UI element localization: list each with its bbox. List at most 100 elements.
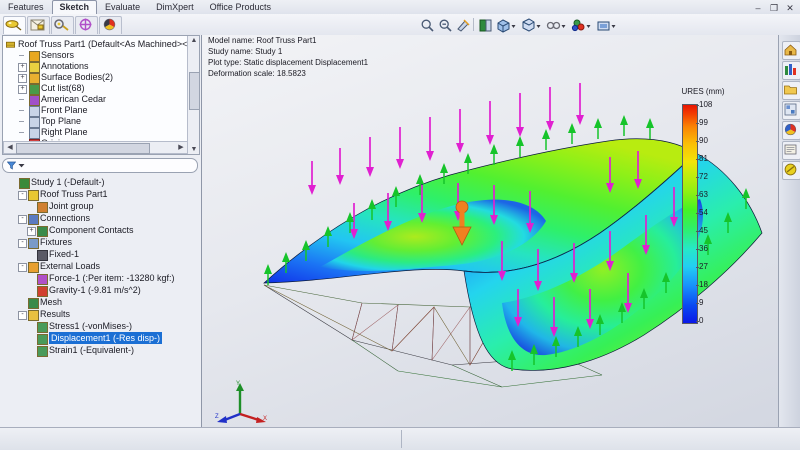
study-tree-item[interactable]: - Roof Truss Part1 <box>5 188 196 201</box>
task-pane <box>778 35 800 427</box>
study-tree-item-selected[interactable]: Displacement1 (-Res disp-) <box>5 332 196 345</box>
edit-appearance-icon[interactable] <box>545 17 562 34</box>
force-arrows[interactable] <box>308 83 678 337</box>
ribbon-tab-bar: Features Sketch Evaluate DimXpert Office… <box>0 0 800 15</box>
study-icon <box>19 177 30 189</box>
display-style-icon[interactable] <box>495 17 512 34</box>
expand-toggle[interactable]: + <box>18 74 27 83</box>
study-tree-item-label: Study 1 (-Default-) <box>31 177 105 187</box>
edit-appearance-dropdown[interactable] <box>559 17 568 34</box>
feature-manager-tree[interactable]: Roof Truss Part1 (Default<As Machined><<… <box>2 35 200 155</box>
feature-tree-item[interactable]: + Cut list(68) <box>6 83 186 95</box>
custom-props-icon <box>784 144 797 155</box>
ribbon-tab-evaluate[interactable]: Evaluate <box>105 2 141 12</box>
zoom-to-fit-icon[interactable] <box>419 17 436 34</box>
hide-show-dropdown[interactable] <box>534 17 543 34</box>
triad-x-axis: X <box>239 412 267 423</box>
contacts-icon <box>37 225 48 237</box>
study-tree-item[interactable]: - Fixtures <box>5 236 196 249</box>
apply-scene-icon <box>571 19 585 32</box>
apply-scene-icon[interactable] <box>570 17 587 34</box>
apply-scene-dropdown[interactable] <box>584 17 593 34</box>
scroll-left-arrow[interactable]: ◀ <box>7 144 13 151</box>
study-tree-item[interactable]: + Component Contacts <box>5 224 196 237</box>
custom-properties-icon[interactable] <box>782 141 800 160</box>
study-tree-item[interactable]: - External Loads <box>5 260 196 273</box>
ribbon-tab-office-products[interactable]: Office Products <box>209 2 271 12</box>
feature-tree-item[interactable]: Sensors <box>6 50 186 62</box>
study-tree-filter[interactable] <box>2 158 198 173</box>
feature-tree-vscroll-thumb[interactable] <box>189 72 199 110</box>
study-tree-item[interactable]: Study 1 (-Default-) <box>5 176 196 189</box>
expand-toggle[interactable]: + <box>18 63 27 72</box>
dimxpert-manager-tab[interactable] <box>75 16 98 34</box>
ribbon-tab-sketch[interactable]: Sketch <box>51 0 98 14</box>
expand-toggle[interactable]: - <box>18 238 27 248</box>
expand-toggle[interactable]: + <box>27 226 36 236</box>
tree-connector <box>19 55 24 56</box>
study-tree-item[interactable]: Stress1 (-vonMises-) <box>5 320 196 333</box>
feature-tree-icon <box>5 20 22 31</box>
scroll-right-arrow[interactable]: ▶ <box>178 144 184 151</box>
appearances-scenes-icon[interactable] <box>782 121 800 140</box>
property-manager-icon <box>30 19 45 31</box>
chevron-down-icon[interactable] <box>18 163 25 168</box>
study-tree-item[interactable]: Mesh <box>5 296 196 309</box>
restore-button[interactable]: ❐ <box>769 3 779 13</box>
chevron-down-icon <box>536 25 541 28</box>
feature-tree-hscrollbar[interactable]: ◀ ▶ <box>3 141 188 154</box>
configuration-manager-tab[interactable] <box>51 16 74 34</box>
file-explorer-icon[interactable] <box>782 81 800 100</box>
feature-tree-hscroll-thumb[interactable] <box>16 143 150 154</box>
feature-tree-vscrollbar[interactable]: ▲ ▼ <box>187 36 199 154</box>
graphics-viewport[interactable]: Model name: Roof Truss Part1 Study name:… <box>202 35 778 427</box>
simulation-display-icon[interactable] <box>782 161 800 180</box>
display-style-dropdown[interactable] <box>509 17 518 34</box>
feature-tree-item[interactable]: Right Plane <box>6 127 186 139</box>
feature-tree-item[interactable]: Front Plane <box>6 105 186 117</box>
expand-toggle[interactable]: - <box>18 310 27 320</box>
feature-tree-item[interactable]: + Surface Bodies(2) <box>6 72 186 84</box>
hide-show-items-icon[interactable] <box>520 17 537 34</box>
feature-tree-root[interactable]: Roof Truss Part1 (Default<As Machined><<… <box>6 39 199 50</box>
legend-tick-mark <box>696 285 699 286</box>
ribbon-tab-dimxpert[interactable]: DimXpert <box>156 2 194 12</box>
study-tree-item[interactable]: Strain1 (-Equivalent-) <box>5 344 196 357</box>
scroll-up-arrow[interactable]: ▲ <box>190 37 198 44</box>
design-library-icon[interactable] <box>782 61 800 80</box>
legend-tick-label: 45 <box>699 226 708 235</box>
feature-tree-item[interactable]: + Annotations <box>6 61 186 73</box>
close-button[interactable]: ✕ <box>786 3 794 13</box>
tree-connector <box>19 121 24 122</box>
view-settings-icon[interactable] <box>595 17 612 34</box>
ribbon-tab-features[interactable]: Features <box>8 2 44 12</box>
zoom-to-area-icon[interactable] <box>437 17 454 34</box>
chevron-down-icon <box>511 25 516 28</box>
scroll-down-arrow[interactable]: ▼ <box>190 146 198 153</box>
simulation-study-tree[interactable]: Study 1 (-Default-) - Roof Truss Part1 Join… <box>2 174 198 424</box>
display-manager-tab[interactable] <box>99 16 122 34</box>
expand-toggle[interactable]: + <box>18 85 27 94</box>
feature-tree-item[interactable]: American Cedar <box>6 94 186 106</box>
gravity-arrow[interactable] <box>452 200 472 246</box>
study-tree-item[interactable]: Fixed-1 <box>5 248 196 261</box>
view-settings-dropdown[interactable] <box>609 17 618 34</box>
study-tree-item[interactable]: Joint group <box>5 200 196 213</box>
study-tree-item[interactable]: - Results <box>5 308 196 321</box>
study-tree-item[interactable]: Force-1 (:Per item: -13280 kgf:) <box>5 272 196 285</box>
study-tree-item[interactable]: Gravity-1 (-9.81 m/s^2) <box>5 284 196 297</box>
minimize-button[interactable]: – <box>755 3 761 13</box>
expand-toggle[interactable]: - <box>18 190 27 200</box>
study-tree-item[interactable]: - Connections <box>5 212 196 225</box>
property-manager-tab[interactable] <box>27 16 50 34</box>
feature-tree-item[interactable]: Top Plane <box>6 116 186 128</box>
feature-manager-tab[interactable] <box>3 16 26 34</box>
section-view-icon <box>457 19 470 32</box>
solidworks-resources-icon[interactable] <box>782 41 800 60</box>
expand-toggle[interactable]: - <box>18 214 27 224</box>
fixture-arrows[interactable] <box>264 115 750 371</box>
section-view-icon[interactable] <box>455 17 472 34</box>
expand-toggle[interactable]: - <box>18 262 27 272</box>
view-palette-icon[interactable] <box>782 101 800 120</box>
view-orientation-icon[interactable] <box>477 17 494 34</box>
